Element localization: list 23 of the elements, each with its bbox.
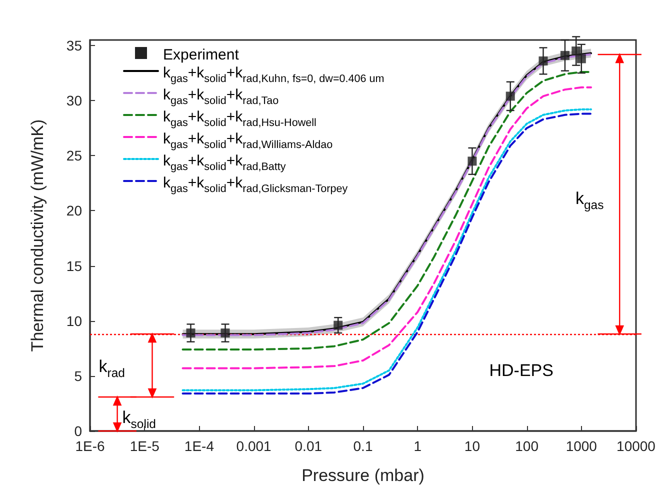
x-tick-label: 1E-5 — [130, 438, 160, 454]
annotation: HD-EPS — [489, 360, 554, 380]
x-tick-label: 10000 — [616, 438, 656, 454]
x-tick-label: 0.1 — [353, 438, 373, 454]
x-tick-label: 100 — [515, 438, 539, 454]
y-tick-label: 25 — [66, 148, 82, 164]
x-tick-label: 10 — [464, 438, 480, 454]
legend-label: Experiment — [163, 46, 240, 64]
y-tick-label: 5 — [74, 368, 82, 384]
x-tick-label: 0.001 — [236, 438, 272, 454]
y-tick-label: 30 — [66, 92, 82, 109]
y-tick-label: 20 — [66, 202, 82, 219]
x-tick-label: 0.01 — [294, 438, 322, 454]
x-tick-label: 1E-4 — [184, 438, 214, 454]
x-tick-label: 1E-6 — [75, 438, 105, 454]
y-tick-label: 35 — [66, 38, 82, 54]
y-axis-title: Thermal conductivity (mW/mK) — [28, 119, 47, 352]
y-tick-label: 0 — [74, 423, 82, 439]
y-tick-label: 10 — [66, 312, 82, 329]
x-tick-label: 1000 — [566, 438, 598, 454]
y-tick-label: 15 — [66, 258, 82, 274]
x-tick-label: 1 — [414, 438, 422, 454]
x-axis-title: Pressure (mbar) — [302, 466, 424, 485]
